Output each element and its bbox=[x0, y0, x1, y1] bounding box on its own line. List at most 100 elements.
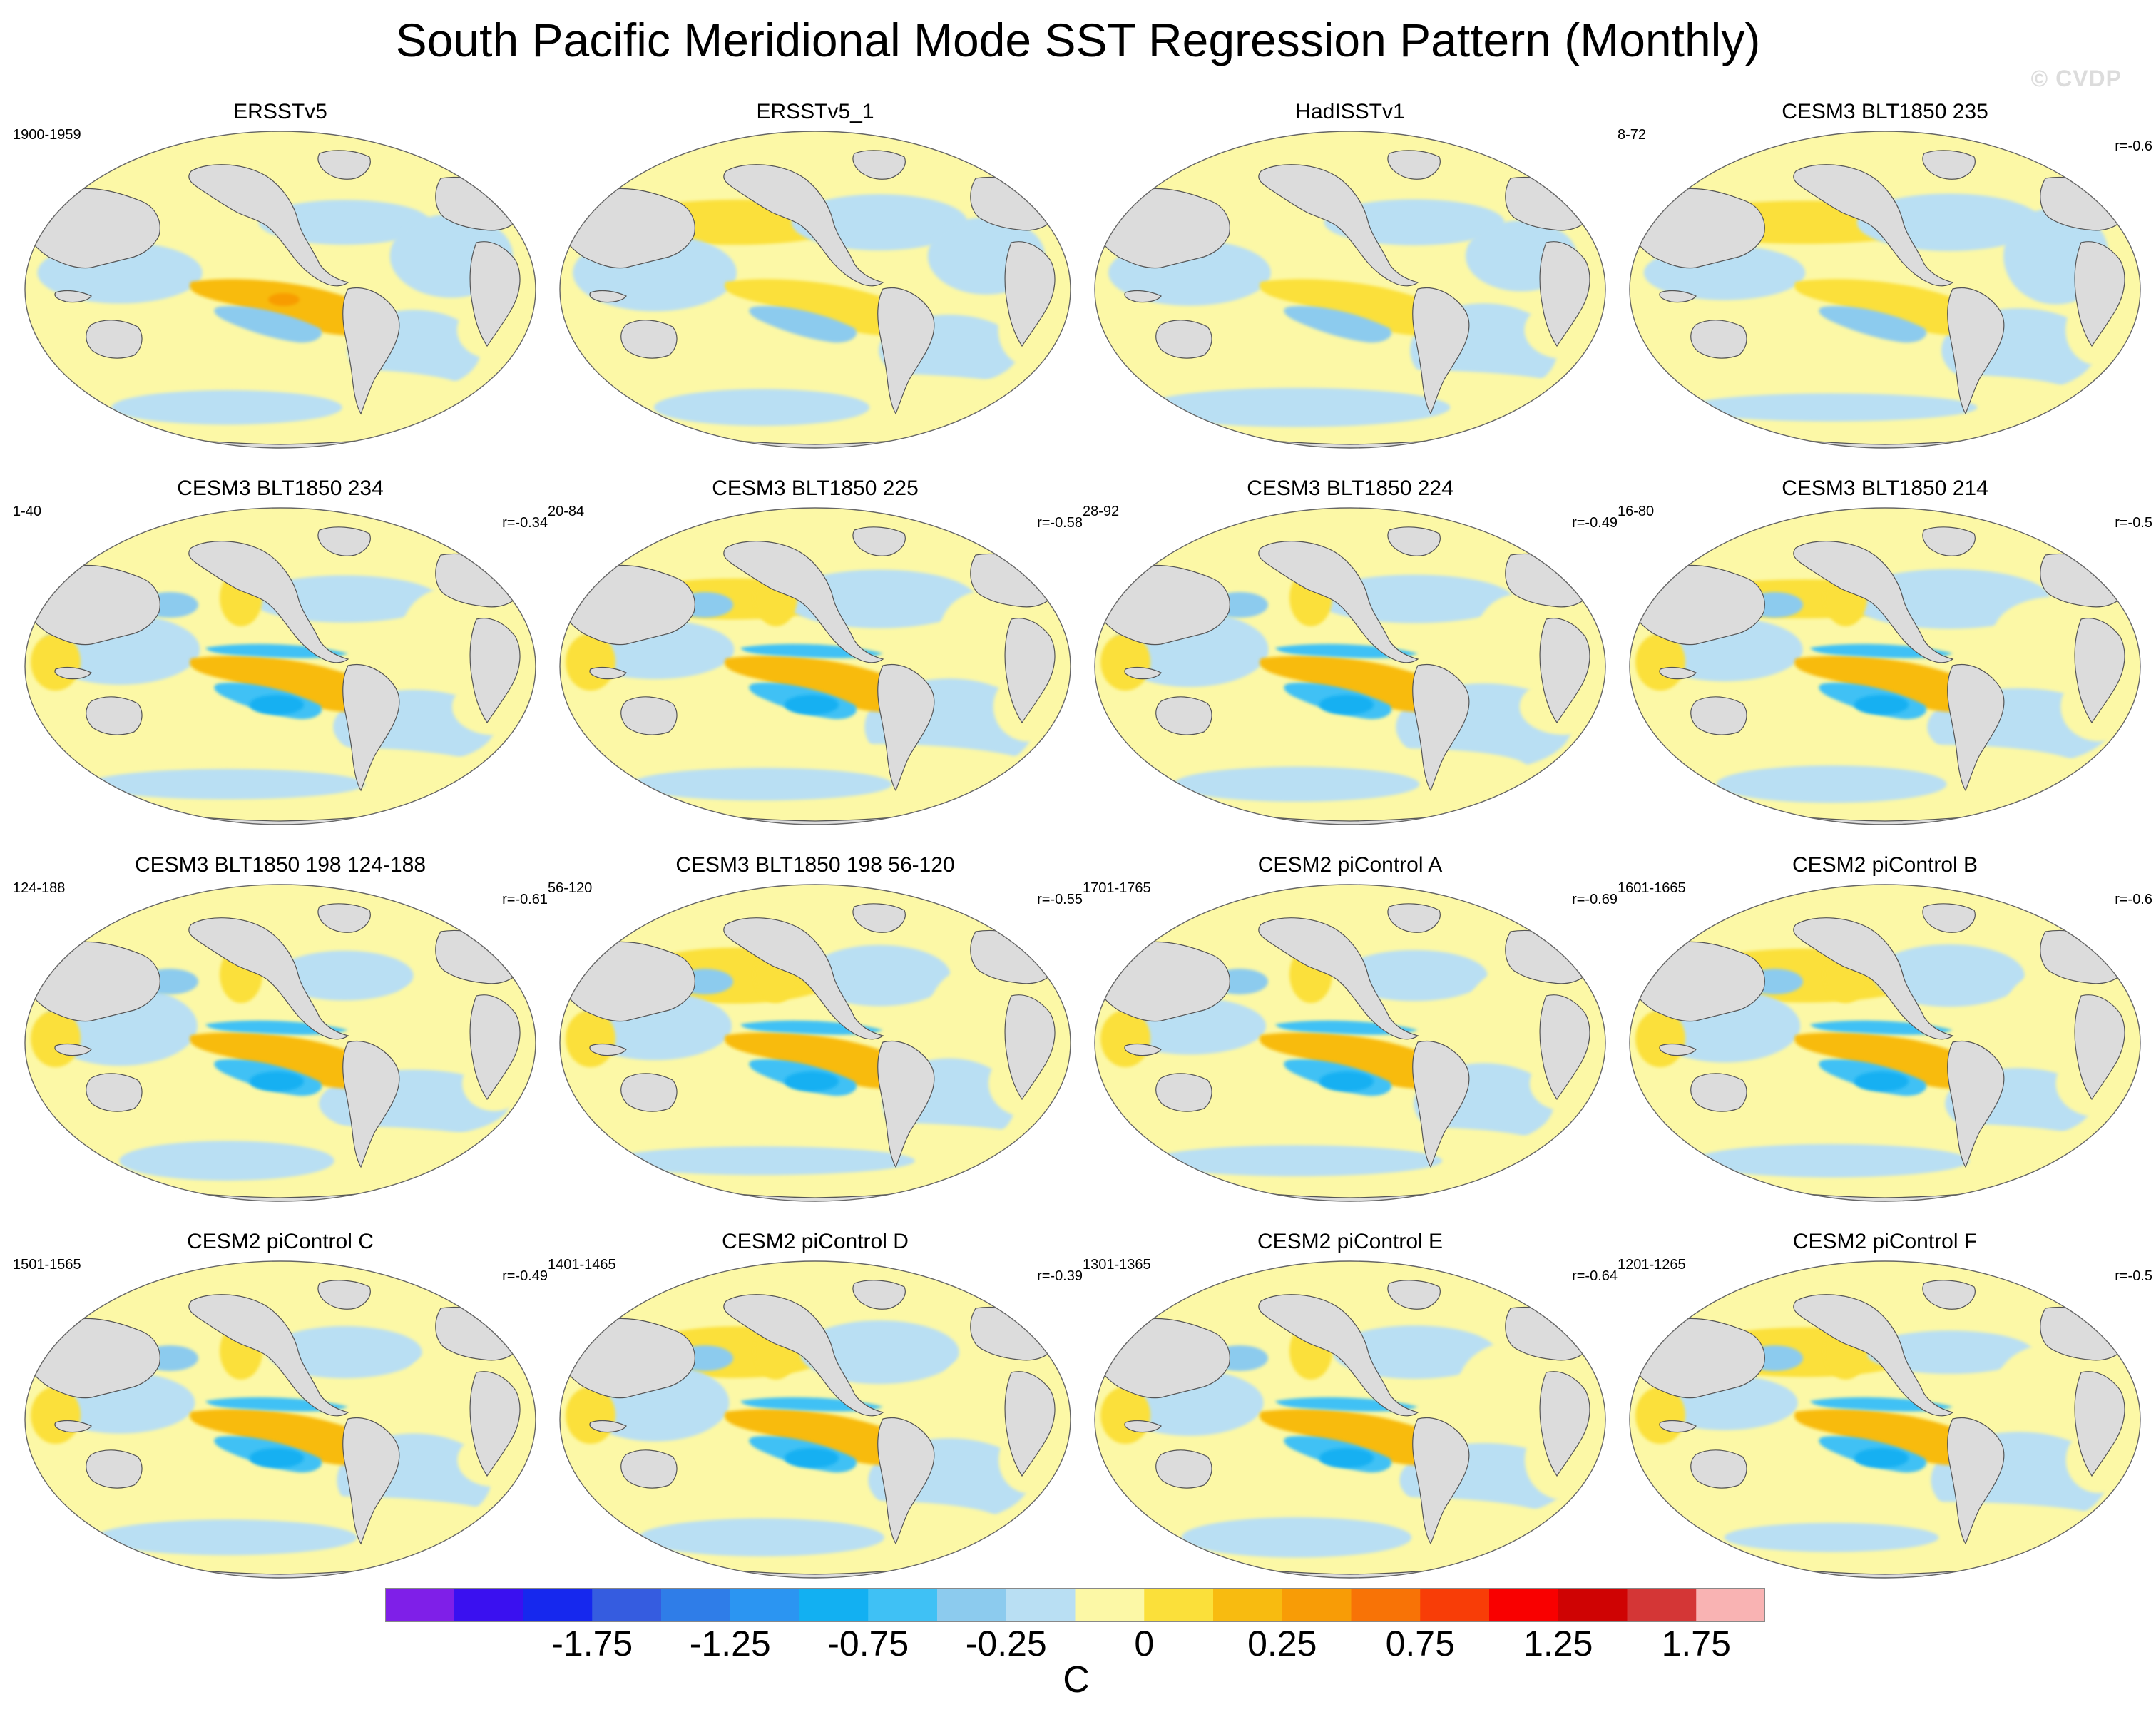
sst-map bbox=[24, 131, 536, 449]
colorbar-segment bbox=[1420, 1588, 1490, 1622]
sst-map bbox=[1629, 131, 2141, 449]
landmass bbox=[1659, 1043, 1697, 1056]
landmass bbox=[1387, 150, 1441, 180]
landmass bbox=[1258, 164, 1419, 287]
landmass bbox=[54, 666, 92, 680]
landmass bbox=[2074, 618, 2125, 724]
map-panel: CESM3 BLT1850 198 56-120 56-120 r=-0.55 bbox=[548, 853, 1083, 1224]
cvdp-watermark: © CVDP bbox=[2030, 66, 2122, 91]
map-panel: CESM2 piControl C 1501-1565 r=-0.49 bbox=[13, 1230, 548, 1601]
landmass bbox=[317, 150, 371, 180]
landmass bbox=[188, 1294, 349, 1417]
landmass bbox=[620, 696, 678, 735]
landmass bbox=[188, 917, 349, 1040]
landmass bbox=[1922, 526, 1976, 556]
colorbar-segment bbox=[592, 1588, 662, 1622]
map-border bbox=[1094, 1260, 1606, 1579]
panel-period: 28-92 bbox=[1083, 504, 1120, 519]
map-border bbox=[1094, 507, 1606, 825]
panel-correlation: r=-0.6 bbox=[2115, 892, 2152, 907]
landmass bbox=[86, 1073, 143, 1112]
map-border bbox=[1094, 131, 1606, 449]
landmass bbox=[1258, 917, 1419, 1040]
landmass bbox=[620, 320, 678, 359]
panel-correlation: r=-0.39 bbox=[1037, 1268, 1083, 1284]
colorbar-segment bbox=[799, 1588, 869, 1622]
landmass bbox=[1004, 1371, 1056, 1477]
panel-period: 1601-1665 bbox=[1618, 880, 1686, 896]
map-panel: CESM3 BLT1850 224 28-92 r=-0.49 bbox=[1083, 477, 1618, 847]
map-border bbox=[1629, 507, 2141, 825]
map-panel: ERSSTv5 1900-1959 bbox=[13, 100, 548, 471]
landmass bbox=[852, 526, 906, 556]
panel-correlation: r=-0.34 bbox=[502, 515, 548, 531]
colorbar-tick-label: 0 bbox=[1134, 1624, 1155, 1663]
map-border bbox=[1629, 131, 2141, 449]
panel-period: 20-84 bbox=[548, 504, 585, 519]
map-border bbox=[24, 1260, 536, 1579]
panel-title: CESM3 BLT1850 234 bbox=[177, 477, 384, 500]
panel-correlation: r=-0.61 bbox=[502, 892, 548, 907]
landmass bbox=[1412, 663, 1470, 792]
panel-correlation: r=-0.5 bbox=[2115, 515, 2152, 531]
panel-correlation: r=-0.58 bbox=[1037, 515, 1083, 531]
landmass bbox=[1690, 1449, 1747, 1489]
landmass bbox=[1539, 618, 1590, 724]
landmass bbox=[1947, 663, 2005, 792]
landmass bbox=[1387, 1280, 1441, 1310]
panel-period: 124-188 bbox=[13, 880, 66, 896]
colorbar-segment bbox=[1075, 1588, 1145, 1622]
landmass bbox=[1947, 287, 2005, 415]
colorbar-tick-label: -1.75 bbox=[551, 1624, 633, 1663]
landmass bbox=[188, 164, 349, 287]
landmass bbox=[1659, 666, 1697, 680]
landmass bbox=[1659, 290, 1697, 303]
panel-title: CESM3 BLT1850 235 bbox=[1782, 100, 1988, 123]
map-border bbox=[1629, 1260, 2141, 1579]
landmass bbox=[2074, 1371, 2125, 1477]
landmass bbox=[86, 1449, 143, 1489]
colorbar-tick-label: -1.25 bbox=[689, 1624, 771, 1663]
map-panel: CESM2 piControl B 1601-1665 r=-0.6 bbox=[1618, 853, 2152, 1224]
panel-title: CESM3 BLT1850 214 bbox=[1782, 477, 1988, 500]
landmass bbox=[1793, 1294, 1954, 1417]
sst-map bbox=[1629, 884, 2141, 1202]
landmass bbox=[589, 666, 627, 680]
colorbar-segment bbox=[1558, 1588, 1628, 1622]
landmass bbox=[1947, 1040, 2005, 1168]
panel-period: 1-40 bbox=[13, 504, 42, 519]
figure-title: South Pacific Meridional Mode SST Regres… bbox=[395, 14, 1761, 66]
landmass bbox=[723, 1294, 884, 1417]
landmass bbox=[620, 1449, 678, 1489]
landmass bbox=[723, 164, 884, 287]
panel-title: CESM3 BLT1850 225 bbox=[712, 477, 919, 500]
panel-period: 1301-1365 bbox=[1083, 1257, 1151, 1273]
map-border bbox=[559, 1260, 1071, 1579]
sst-map bbox=[559, 131, 1071, 449]
landmass bbox=[2074, 241, 2125, 347]
landmass bbox=[1793, 164, 1954, 287]
panel-title: HadISSTv1 bbox=[1295, 100, 1405, 123]
sst-map bbox=[1094, 1260, 1606, 1579]
landmass bbox=[342, 1417, 400, 1545]
panel-title: CESM2 piControl C bbox=[187, 1230, 374, 1253]
landmass bbox=[1922, 903, 1976, 933]
panel-title: CESM3 BLT1850 198 124-188 bbox=[134, 853, 426, 877]
landmass bbox=[469, 994, 521, 1101]
landmass bbox=[1947, 1417, 2005, 1545]
map-panel: CESM3 BLT1850 198 124-188 124-188 r=-0.61 bbox=[13, 853, 548, 1224]
panel-title: CESM3 BLT1850 224 bbox=[1247, 477, 1453, 500]
colorbar-tick-label: 1.75 bbox=[1661, 1624, 1731, 1663]
landmass bbox=[1539, 241, 1590, 347]
landmass bbox=[589, 1420, 627, 1433]
panel-period: 1701-1765 bbox=[1083, 880, 1151, 896]
landmass bbox=[1412, 287, 1470, 415]
sst-map bbox=[24, 1260, 536, 1579]
landmass bbox=[1124, 1420, 1162, 1433]
colorbar-units: C bbox=[1063, 1659, 1090, 1701]
colorbar-segment bbox=[454, 1588, 523, 1622]
landmass bbox=[1258, 541, 1419, 663]
landmass bbox=[1539, 1371, 1590, 1477]
landmass bbox=[342, 287, 400, 415]
colorbar-segment bbox=[385, 1588, 455, 1622]
